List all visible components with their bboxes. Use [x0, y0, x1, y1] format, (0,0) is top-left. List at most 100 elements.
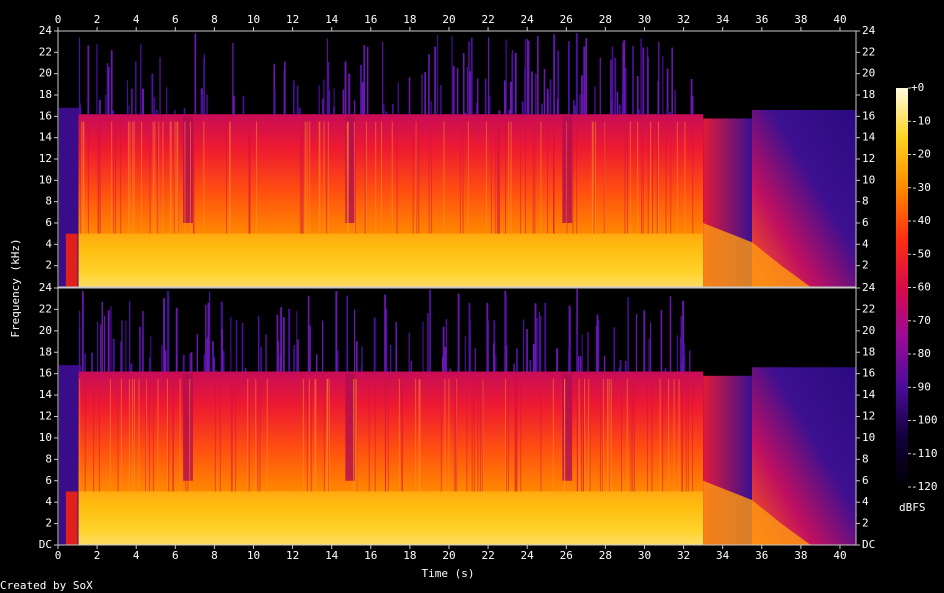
colorbar-tick-label: -120 — [911, 480, 938, 493]
y-tick-label: 20 — [39, 324, 52, 337]
x-tick-label: 38 — [794, 13, 807, 26]
colorbar-label: dBFS — [899, 501, 926, 514]
x-tick-label: 18 — [403, 549, 416, 562]
y-tick-label: 8 — [862, 452, 869, 465]
x-tick-label: 8 — [211, 549, 218, 562]
x-tick-label: 28 — [599, 13, 612, 26]
y-tick-label: 14 — [39, 131, 53, 144]
y-tick-label: 16 — [39, 367, 52, 380]
y-tick-label: 12 — [862, 410, 875, 423]
x-tick-label: 14 — [325, 13, 339, 26]
colorbar-tick-label: -80 — [911, 347, 931, 360]
colorbar-tick-label: -40 — [911, 214, 931, 227]
y-tick-label: 16 — [862, 109, 875, 122]
colorbar-tick-label: +0 — [911, 81, 924, 94]
x-tick-label: 14 — [325, 549, 339, 562]
x-tick-label: 30 — [638, 13, 651, 26]
x-tick-label: 16 — [364, 13, 377, 26]
y-tick-label: 8 — [862, 195, 869, 208]
y-tick-label: 14 — [39, 388, 53, 401]
x-tick-label: 6 — [172, 549, 179, 562]
spectral-region — [65, 233, 78, 287]
channel-panel — [57, 287, 857, 546]
x-tick-label: 26 — [560, 549, 573, 562]
x-tick-label: 32 — [677, 13, 690, 26]
y-tick-label: 12 — [862, 152, 875, 165]
channel-panel — [57, 30, 857, 288]
y-tick-label: 4 — [45, 237, 52, 250]
spectral-dip — [345, 373, 356, 481]
y-tick-label: 24 — [862, 24, 876, 37]
y-tick-label: 6 — [45, 474, 52, 487]
spectral-region — [703, 223, 811, 287]
spectral-dip — [562, 373, 573, 481]
y-tick-label: 10 — [862, 431, 875, 444]
y-tick-label: 10 — [862, 173, 875, 186]
y-tick-label: 4 — [862, 495, 869, 508]
colorbar-tick-label: -30 — [911, 181, 931, 194]
y-tick-label: 2 — [45, 259, 52, 272]
colorbar-tick-label: -20 — [911, 148, 931, 161]
x-tick-label: 0 — [55, 549, 62, 562]
x-tick-label: 38 — [794, 549, 807, 562]
colorbar — [896, 88, 908, 487]
spectral-region — [78, 233, 704, 287]
x-tick-label: 32 — [677, 549, 690, 562]
y-tick-label: 16 — [39, 109, 52, 122]
y-tick-label: 10 — [39, 431, 52, 444]
x-tick-label: 0 — [55, 13, 62, 26]
colorbar-tick-label: -10 — [911, 114, 931, 127]
y-tick-label: 4 — [45, 495, 52, 508]
spectral-region — [78, 491, 704, 545]
x-tick-label: 24 — [521, 13, 535, 26]
colorbar-tick-label: -90 — [911, 380, 931, 393]
x-tick-label: 4 — [133, 13, 140, 26]
colorbar-tick-label: -110 — [911, 447, 938, 460]
x-tick-label: 28 — [599, 549, 612, 562]
x-tick-label: 10 — [247, 13, 260, 26]
y-tick-label: 18 — [862, 345, 875, 358]
x-tick-label: 22 — [481, 13, 494, 26]
y-tick-label: 4 — [862, 237, 869, 250]
y-tick-label: 24 — [39, 281, 53, 294]
y-tick-label: 14 — [862, 131, 876, 144]
y-tick-label: 2 — [862, 259, 869, 272]
x-tick-label: 2 — [94, 13, 101, 26]
spectral-region — [65, 491, 78, 545]
x-tick-label: 22 — [481, 549, 494, 562]
x-tick-label: 10 — [247, 549, 260, 562]
y-tick-label: 22 — [862, 45, 875, 58]
y-tick-label: 20 — [39, 67, 52, 80]
y-tick-label: DC — [862, 538, 875, 551]
colorbar-tick-label: -100 — [911, 414, 938, 427]
y-tick-label: 12 — [39, 410, 52, 423]
y-tick-label: 6 — [45, 216, 52, 229]
y-tick-label: 20 — [862, 324, 875, 337]
x-tick-label: 34 — [716, 549, 730, 562]
y-tick-label: 12 — [39, 152, 52, 165]
x-tick-label: 40 — [833, 549, 846, 562]
x-tick-label: 12 — [286, 549, 299, 562]
y-tick-label: 18 — [39, 345, 52, 358]
colorbar-tick-label: -70 — [911, 314, 931, 327]
x-tick-label: 16 — [364, 549, 377, 562]
x-tick-label: 8 — [211, 13, 218, 26]
x-tick-label: 26 — [560, 13, 573, 26]
x-tick-label: 40 — [833, 13, 846, 26]
y-tick-label: 16 — [862, 367, 875, 380]
footer: Created by SoX — [0, 579, 93, 592]
y-tick-label: 24 — [862, 281, 876, 294]
spectral-region — [703, 480, 811, 545]
x-tick-label: 4 — [133, 549, 140, 562]
y-axis-label: Frequency (kHz) — [9, 238, 22, 337]
x-tick-label: 12 — [286, 13, 299, 26]
y-tick-label: 8 — [45, 452, 52, 465]
x-tick-label: 6 — [172, 13, 179, 26]
y-tick-label: 18 — [39, 88, 52, 101]
y-tick-label: 22 — [39, 302, 52, 315]
colorbar-tick-label: -50 — [911, 247, 931, 260]
x-tick-label: 36 — [755, 549, 768, 562]
x-tick-label: 20 — [442, 13, 455, 26]
